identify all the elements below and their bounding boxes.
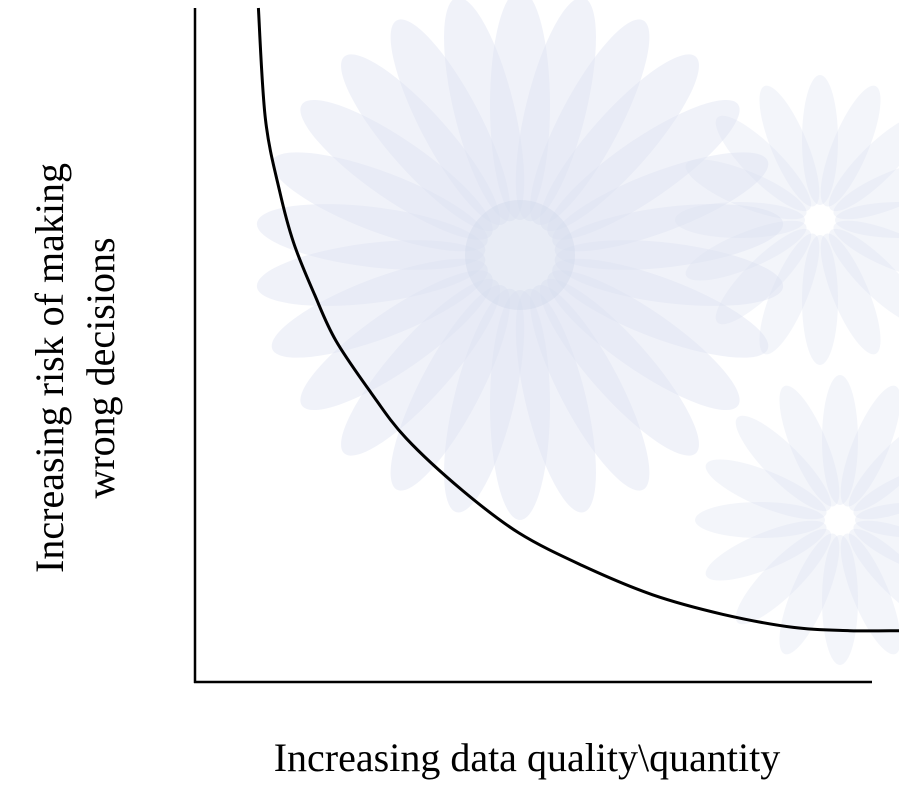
watermark-petal xyxy=(675,202,805,238)
watermark-petal xyxy=(759,85,820,207)
watermark-petal xyxy=(848,415,899,512)
watermark-petal xyxy=(820,233,881,355)
watermark-petal xyxy=(554,240,784,306)
y-axis-label-line-2: wrong decisions xyxy=(78,237,123,498)
watermark-petal xyxy=(685,159,807,220)
watermark-petal xyxy=(802,235,838,365)
watermark-petal xyxy=(695,502,825,538)
watermark-petal xyxy=(552,152,769,252)
watermark-petal xyxy=(271,258,488,358)
watermark-petal xyxy=(490,0,550,220)
series-group xyxy=(256,7,899,633)
watermark-petal xyxy=(715,228,812,325)
series-line-0 xyxy=(256,7,899,633)
watermark-petal xyxy=(552,258,769,358)
watermark-petal xyxy=(256,204,486,270)
watermark-petal xyxy=(779,533,840,655)
watermark-petal xyxy=(840,533,899,655)
watermark-petal xyxy=(735,415,832,512)
watermark-petal xyxy=(515,0,596,222)
watermark-petal xyxy=(822,375,858,505)
watermark-petal xyxy=(341,278,501,456)
watermark-petal xyxy=(547,270,740,411)
watermark-petal xyxy=(833,159,899,220)
watermark-petal xyxy=(715,115,812,212)
watermark-petal xyxy=(271,152,488,252)
x-axis-label: Increasing data quality\quantity xyxy=(274,735,781,780)
watermark-petal xyxy=(554,204,784,270)
watermark-petal xyxy=(820,85,881,207)
watermark-petal xyxy=(853,459,899,520)
watermark-petal xyxy=(390,285,510,491)
watermark-petal xyxy=(341,54,501,232)
watermark-petal xyxy=(444,0,525,222)
watermark-petal xyxy=(705,459,827,520)
watermark-petal xyxy=(685,220,807,281)
watermark-petal xyxy=(539,278,699,456)
watermark-petal xyxy=(444,288,525,513)
watermark-petal xyxy=(390,19,510,225)
watermark-petal xyxy=(300,99,493,240)
watermark-petal xyxy=(705,520,827,581)
watermark-petal xyxy=(779,385,840,507)
watermark-petal xyxy=(530,19,650,225)
watermark-petal xyxy=(828,228,899,325)
watermark-petal xyxy=(490,290,550,520)
watermark-petal xyxy=(840,385,899,507)
watermark-petal xyxy=(802,75,838,205)
watermark-petal xyxy=(515,288,596,513)
watermark-petal xyxy=(855,502,899,538)
watermark-petal xyxy=(530,285,650,491)
watermark-petal xyxy=(539,54,699,232)
watermark-petal xyxy=(835,202,899,238)
watermark-petal xyxy=(853,520,899,581)
watermark-petal xyxy=(759,233,820,355)
watermark-petal xyxy=(300,270,493,411)
watermark-center xyxy=(465,200,575,310)
watermark-petal xyxy=(547,99,740,240)
watermark-petal xyxy=(822,535,858,665)
watermark-petal xyxy=(848,528,899,625)
watermark-petal xyxy=(735,528,832,625)
watermark-petal xyxy=(828,115,899,212)
watermark-petal xyxy=(833,220,899,281)
y-axis-label-line-1: Increasing risk of making xyxy=(27,163,72,573)
